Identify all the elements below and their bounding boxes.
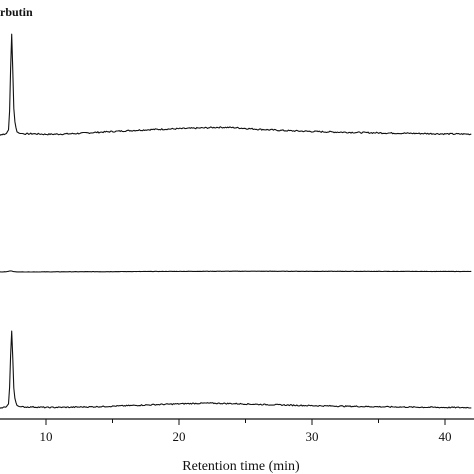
x-tick-label: 20 bbox=[173, 429, 186, 444]
x-axis-ticks: 10 20 30 40 bbox=[40, 419, 452, 444]
x-axis-label: Retention time (min) bbox=[182, 459, 300, 474]
chromatogram-trace-1 bbox=[0, 33, 472, 136]
peak-annotation: rbutin bbox=[0, 5, 33, 19]
chromatogram-traces bbox=[0, 33, 472, 409]
x-tick-label: 10 bbox=[40, 429, 53, 444]
chromatogram-trace-3 bbox=[0, 330, 472, 409]
chromatogram-trace-2 bbox=[0, 270, 472, 273]
x-tick-label: 30 bbox=[306, 429, 319, 444]
x-tick-label: 40 bbox=[439, 429, 452, 444]
